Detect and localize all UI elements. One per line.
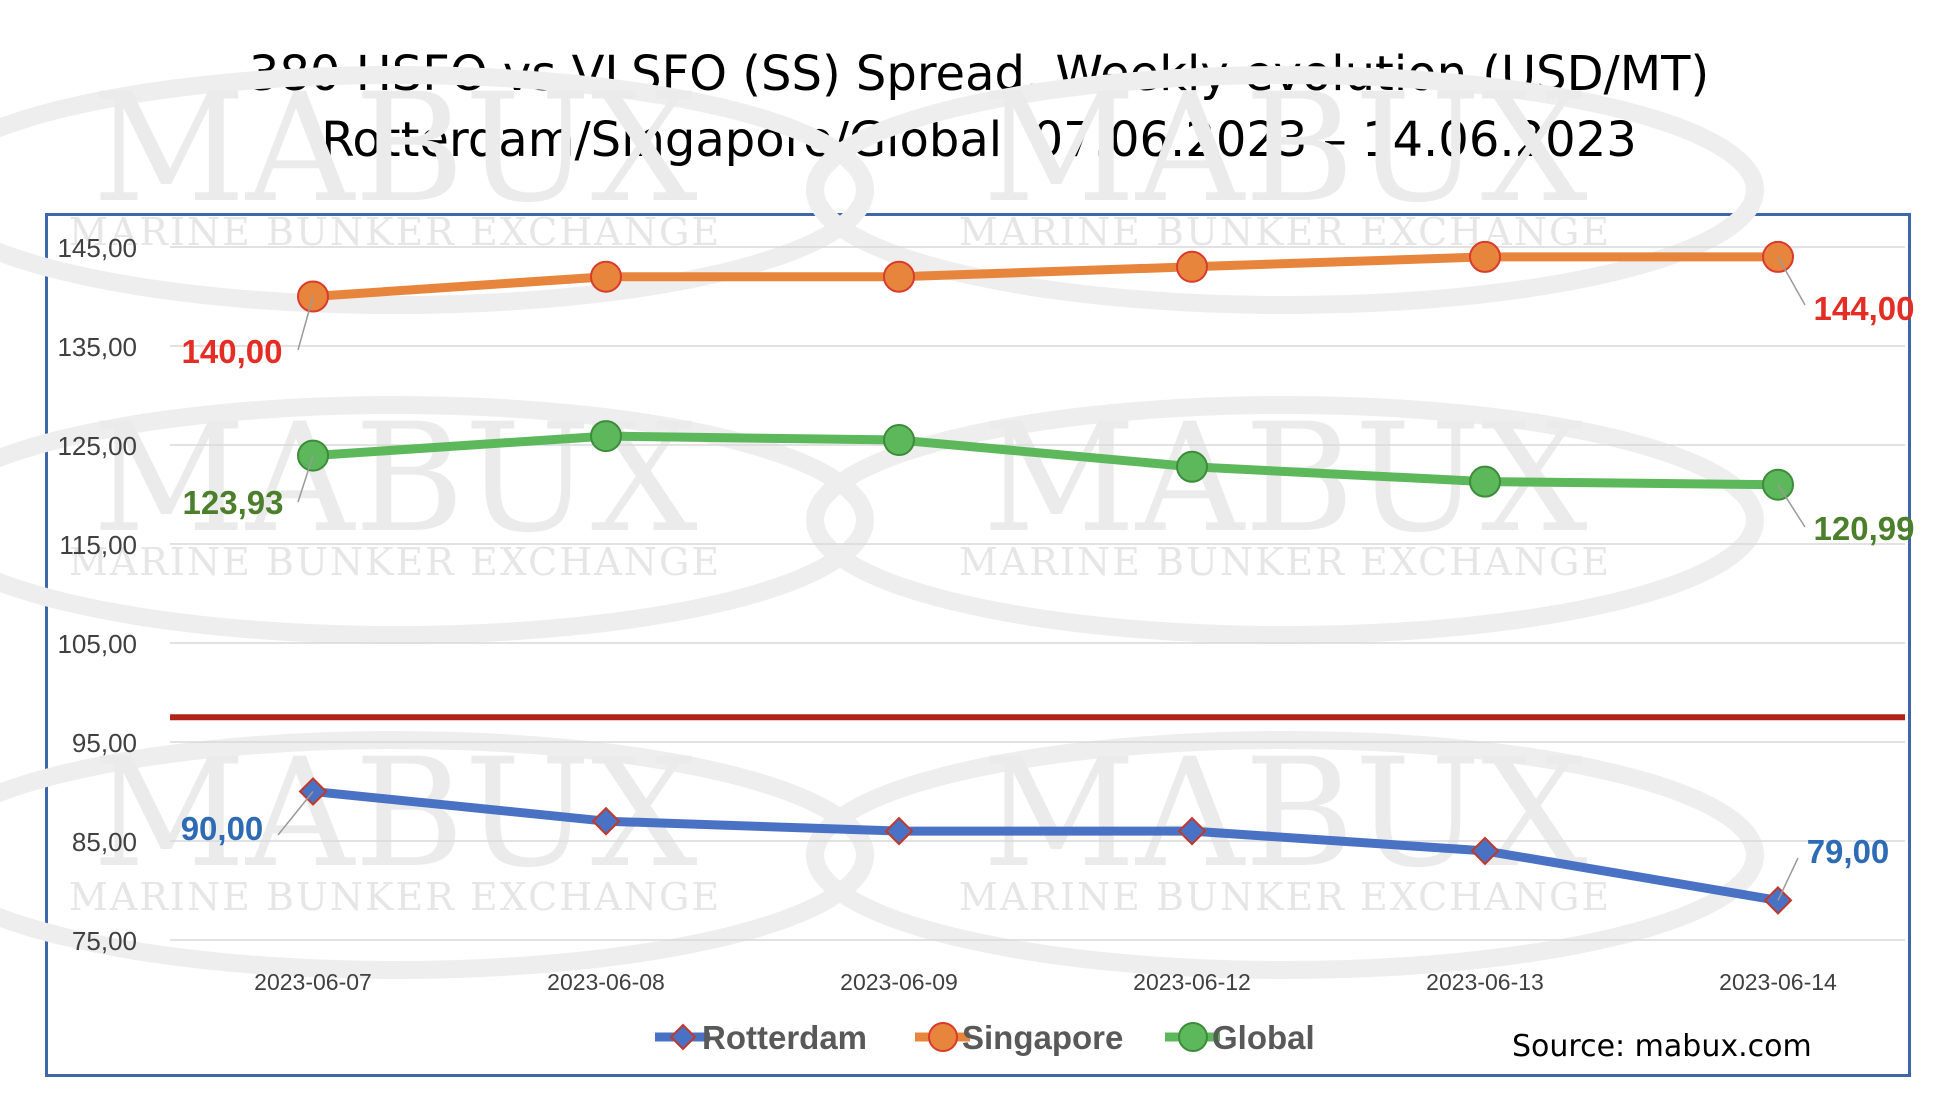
watermark-swoosh-icon xyxy=(0,396,874,644)
watermark-tagline: MARINE BUNKER EXCHANGE xyxy=(959,875,1611,919)
legend-singapore-marker xyxy=(928,1022,958,1052)
watermark-tagline: MARINE BUNKER EXCHANGE xyxy=(69,875,721,919)
singapore-point xyxy=(883,260,915,293)
global-line xyxy=(312,431,1779,490)
watermark-swoosh-icon xyxy=(806,66,1764,314)
singapore-line xyxy=(312,252,1778,301)
rotterdam-last-data-label: 79,00 xyxy=(1807,833,1890,870)
x-tick-label: 2023-06-13 xyxy=(1426,969,1544,995)
singapore-point xyxy=(1469,240,1501,273)
legend-singapore-label: Singapore xyxy=(962,1019,1123,1056)
rotterdam-point xyxy=(1470,836,1500,866)
x-tick-label: 2023-06-09 xyxy=(840,969,958,995)
chart-subtitle: Rotterdam/Singapore/Global, 07.06.2023 –… xyxy=(321,112,1637,168)
rotterdam-first-leader xyxy=(277,791,314,836)
watermark-swoosh-icon xyxy=(0,66,874,314)
y-tick-label: 125,00 xyxy=(57,431,137,461)
singapore-last-leader xyxy=(1777,256,1806,306)
y-tick-label: 95,00 xyxy=(72,728,137,758)
x-tick-label: 2023-06-07 xyxy=(254,969,372,995)
y-tick-label: 75,00 xyxy=(72,926,137,956)
watermark-tagline: MARINE BUNKER EXCHANGE xyxy=(959,540,1611,584)
rotterdam-point xyxy=(884,816,914,846)
global-first-data-label: 123,93 xyxy=(183,484,284,521)
global-point xyxy=(590,420,622,453)
chart-frame xyxy=(45,213,1911,1077)
watermark-logo: MABUX xyxy=(92,392,698,566)
watermark-tagline: MARINE BUNKER EXCHANGE xyxy=(69,540,721,584)
y-tick-label: 135,00 xyxy=(57,332,137,362)
global-point xyxy=(1176,450,1208,483)
watermark-swoosh-icon xyxy=(806,396,1764,644)
watermark-logo: MABUX xyxy=(92,62,698,236)
watermark-swoosh-icon xyxy=(806,731,1764,979)
y-tick-label: 115,00 xyxy=(59,530,137,560)
global-point xyxy=(1469,465,1501,498)
x-tick-label: 2023-06-14 xyxy=(1719,969,1837,995)
singapore-point xyxy=(590,260,622,293)
rotterdam-point xyxy=(1177,816,1207,846)
watermark-logo: MABUX xyxy=(982,62,1588,236)
y-tick-label: 105,00 xyxy=(57,629,137,659)
y-tick-label: 85,00 xyxy=(72,827,137,857)
legend-rotterdam-label: Rotterdam xyxy=(702,1019,867,1056)
singapore-point xyxy=(1176,250,1208,283)
legend-rotterdam-marker xyxy=(669,1023,697,1051)
singapore-last-data-label: 144,00 xyxy=(1814,290,1915,327)
rotterdam-point xyxy=(591,806,621,836)
singapore-first-leader xyxy=(297,296,314,351)
global-point xyxy=(883,424,915,457)
rotterdam-line xyxy=(312,787,1779,905)
rotterdam-first-data-label: 90,00 xyxy=(181,810,264,847)
x-tick-label: 2023-06-08 xyxy=(547,969,665,995)
singapore-first-data-label: 140,00 xyxy=(182,333,283,370)
legend-global-marker xyxy=(1178,1022,1208,1052)
global-last-data-label: 120,99 xyxy=(1814,510,1915,547)
global-first-leader xyxy=(297,455,314,503)
watermark-swoosh-icon xyxy=(0,731,874,979)
legend-global-label: Global xyxy=(1212,1019,1315,1056)
watermark-logo: MABUX xyxy=(92,727,698,901)
global-last-leader xyxy=(1777,484,1806,528)
watermark-logo: MABUX xyxy=(982,727,1588,901)
source-note: Source: mabux.com xyxy=(1512,1029,1812,1064)
y-tick-label: 145,00 xyxy=(57,233,137,263)
rotterdam-last-leader xyxy=(1777,857,1799,901)
x-tick-label: 2023-06-12 xyxy=(1133,969,1251,995)
